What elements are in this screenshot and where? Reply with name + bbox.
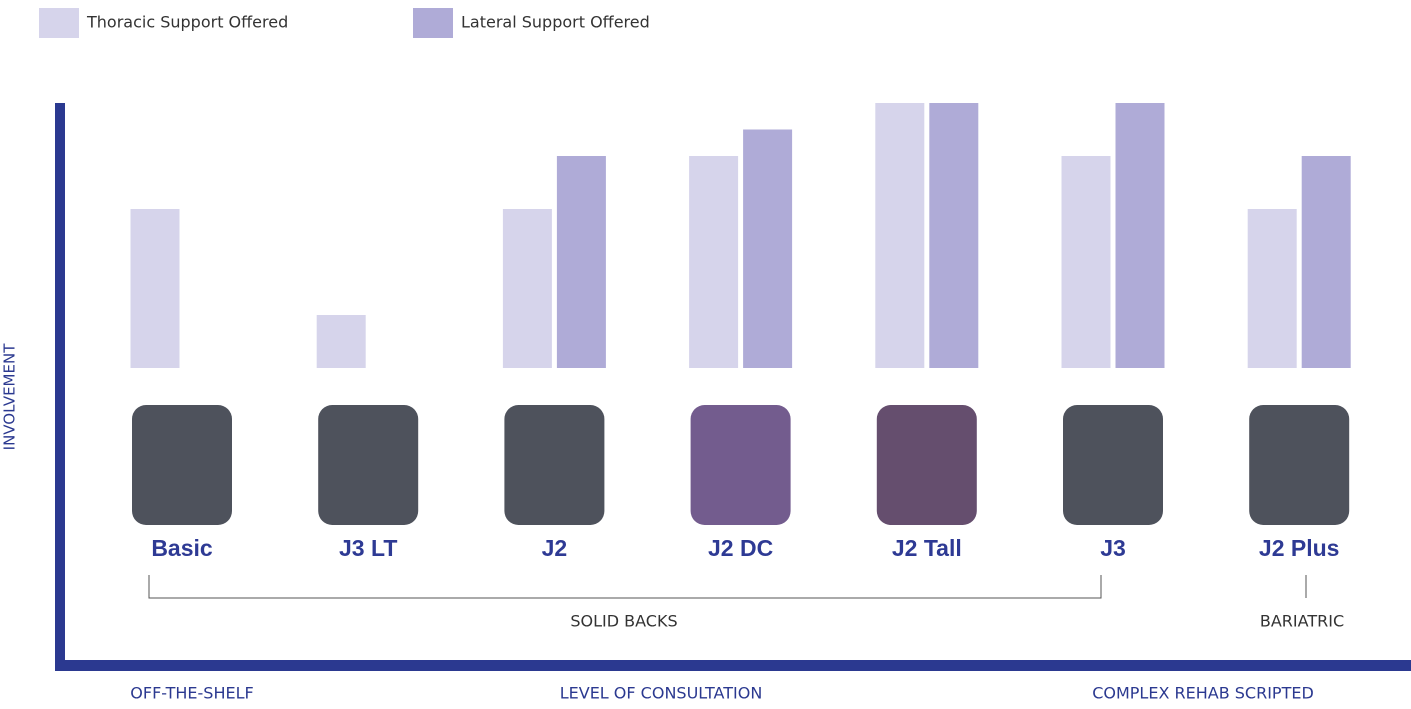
annotation: BARIATRIC <box>1260 612 1344 631</box>
y-axis-line <box>55 103 65 671</box>
bar <box>502 209 552 368</box>
bar <box>743 129 793 368</box>
category-label: J2 DC <box>708 535 773 561</box>
category-label: J3 <box>1100 535 1126 561</box>
category-label: J3 LT <box>339 535 397 561</box>
product-image <box>318 405 419 525</box>
product-image <box>1063 405 1163 525</box>
annotation: SOLID BACKS <box>570 612 677 631</box>
product-image <box>504 405 605 525</box>
category-label: J2 Tall <box>892 535 962 561</box>
x-axis-line <box>55 660 1411 671</box>
category-label: Basic <box>151 535 213 561</box>
legend-label: Lateral Support Offered <box>461 13 650 32</box>
bar <box>1247 209 1297 368</box>
bar <box>1115 103 1165 368</box>
legend-label: Thoracic Support Offered <box>86 13 288 32</box>
bar <box>556 156 606 368</box>
bar <box>130 209 180 368</box>
bar <box>875 103 925 368</box>
product-image <box>1249 405 1350 525</box>
product-image <box>876 405 977 525</box>
annotation: OFF-THE-SHELF <box>130 684 253 703</box>
bracket <box>148 575 1102 599</box>
y-axis-label: INVOLVEMENT <box>1 343 19 451</box>
bar <box>1061 156 1111 368</box>
product-image <box>132 405 232 525</box>
x-axis-label: LEVEL OF CONSULTATION <box>560 684 763 703</box>
category-label: J2 Plus <box>1259 535 1340 561</box>
bar <box>316 315 366 368</box>
legend-swatch <box>39 8 79 38</box>
annotation: COMPLEX REHAB SCRIPTED <box>1092 684 1314 703</box>
product-image <box>690 405 791 525</box>
legend-swatch <box>413 8 453 38</box>
bar <box>929 103 979 368</box>
category-label: J2 <box>542 535 568 561</box>
bar <box>1301 156 1351 368</box>
bar <box>689 156 739 368</box>
